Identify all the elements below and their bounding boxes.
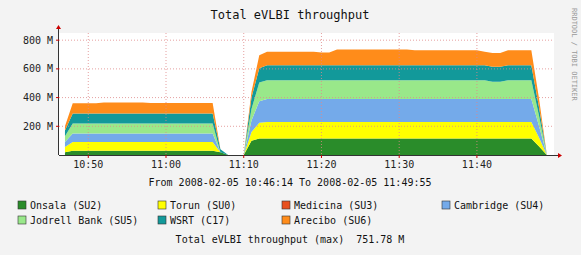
- legend-swatch: [282, 216, 290, 224]
- tick: [476, 155, 477, 158]
- grid-line: [59, 68, 554, 69]
- grid-line: [321, 33, 322, 155]
- tick: [166, 155, 167, 158]
- areas: [65, 50, 547, 155]
- x-tick-label: 11:00: [151, 159, 181, 170]
- grid-line: [59, 40, 554, 41]
- y-tick-label: 400 M: [23, 92, 53, 103]
- x-tick-label: 11:40: [462, 159, 492, 170]
- legend-swatch: [18, 216, 26, 224]
- axis-arrow: [56, 25, 61, 29]
- legend-swatch: [158, 201, 166, 209]
- grid-line: [88, 33, 89, 155]
- tick: [88, 155, 89, 158]
- legend-label: Onsala (SU2): [30, 200, 102, 211]
- chart: 200 M 400 M 600 M 800 M 10:50 11:00 11:10 11:20…: [0, 0, 581, 255]
- legend-label: Cambridge (SU4): [454, 200, 544, 211]
- title: Total eVLBI throughput: [211, 8, 370, 22]
- footer-note: Total eVLBI throughput (max) 751.78 M: [176, 234, 405, 245]
- plot-area: [59, 33, 554, 155]
- x-tick-label: 11:10: [229, 159, 259, 170]
- legend-label: Torun (SU0): [170, 200, 236, 211]
- legend-label: Arecibo (SU6): [294, 215, 372, 226]
- background: [0, 0, 581, 255]
- tick: [56, 126, 59, 127]
- tick: [243, 155, 244, 158]
- grid-line: [243, 33, 244, 155]
- x-axis: [59, 155, 558, 156]
- tick: [321, 155, 322, 158]
- y-axis: [58, 29, 59, 155]
- watermark: RRDTOOL / TOBI OETIKER: [570, 8, 578, 102]
- legend-label: WSRT (C17): [170, 215, 230, 226]
- legend-swatch: [282, 201, 290, 209]
- grid-line: [476, 33, 477, 155]
- axis-arrow: [558, 153, 562, 158]
- tick: [56, 40, 59, 41]
- area-series: [65, 50, 547, 155]
- legend-swatch: [18, 201, 26, 209]
- x-tick-label: 11:30: [384, 159, 414, 170]
- grid-line: [166, 33, 167, 155]
- x-tick-label: 10:50: [73, 159, 103, 170]
- y-tick-label: 200 M: [23, 121, 53, 132]
- grid-line: [399, 33, 400, 155]
- legend-swatch: [158, 216, 166, 224]
- tick: [56, 97, 59, 98]
- legend-swatch: [442, 201, 450, 209]
- x-tick-label: 11:20: [306, 159, 336, 170]
- y-tick-label: 800 M: [23, 35, 53, 46]
- grid-line: [59, 97, 554, 98]
- tick: [56, 68, 59, 69]
- subtitle: From 2008-02-05 10:46:14 To 2008-02-05 1…: [149, 177, 432, 188]
- legend-label: Medicina (SU3): [294, 200, 378, 211]
- y-tick-label: 600 M: [23, 63, 53, 74]
- legend-label: Jodrell Bank (SU5): [30, 215, 138, 226]
- grid-line: [59, 126, 554, 127]
- tick: [399, 155, 400, 158]
